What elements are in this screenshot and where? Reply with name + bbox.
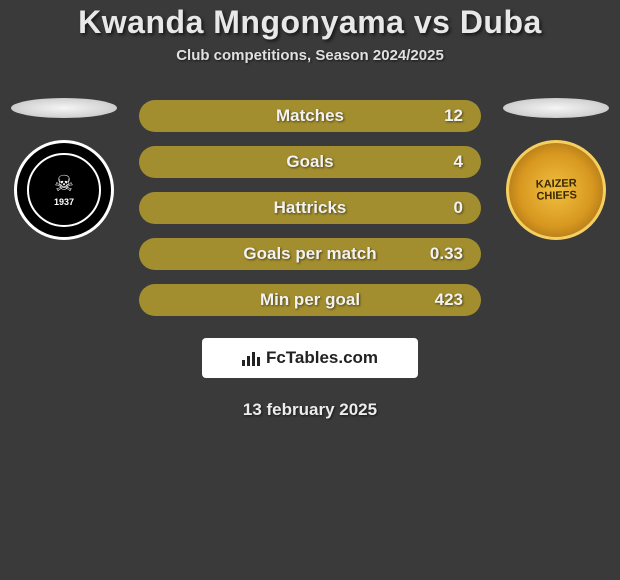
stat-value: 12 [444, 106, 463, 126]
team-right-column: KAIZER CHIEFS [499, 98, 613, 240]
stat-value: 423 [435, 290, 463, 310]
stat-label: Goals per match [243, 244, 376, 264]
stat-label: Min per goal [260, 290, 360, 310]
stats-column: Matches 12 Goals 4 Hattricks 0 Goals per… [139, 98, 481, 316]
stat-bar-matches: Matches 12 [139, 100, 481, 132]
stat-value: 0.33 [430, 244, 463, 264]
team-left-year: 1937 [54, 197, 74, 207]
stat-bar-hattricks: Hattricks 0 [139, 192, 481, 224]
team-right-badge: KAIZER CHIEFS [506, 140, 606, 240]
stat-label: Matches [276, 106, 344, 126]
stat-value: 0 [454, 198, 463, 218]
stat-bar-min-per-goal: Min per goal 423 [139, 284, 481, 316]
comparison-infographic: Kwanda Mngonyama vs Duba Club competitio… [0, 0, 620, 580]
stat-label: Goals [286, 152, 333, 172]
main-row: ☠ 1937 Matches 12 Goals 4 Hattricks 0 Go… [0, 98, 620, 316]
footer-date: 13 february 2025 [243, 400, 377, 420]
brand-box: FcTables.com [202, 338, 418, 378]
team-left-badge: ☠ 1937 [14, 140, 114, 240]
platform-right [503, 98, 609, 118]
stat-value: 4 [454, 152, 463, 172]
skull-crossbones-icon: ☠ [54, 173, 74, 195]
brand-text: FcTables.com [266, 348, 378, 368]
team-left-column: ☠ 1937 [7, 98, 121, 240]
page-subtitle: Club competitions, Season 2024/2025 [176, 47, 444, 64]
badge-text-line2: CHIEFS [536, 189, 577, 202]
stat-bar-goals: Goals 4 [139, 146, 481, 178]
stat-label: Hattricks [274, 198, 347, 218]
bar-chart-icon [242, 350, 262, 366]
team-right-badge-text: KAIZER CHIEFS [535, 177, 577, 203]
platform-left [11, 98, 117, 118]
team-left-badge-inner: ☠ 1937 [27, 153, 101, 227]
page-title: Kwanda Mngonyama vs Duba [78, 4, 542, 41]
stat-bar-goals-per-match: Goals per match 0.33 [139, 238, 481, 270]
